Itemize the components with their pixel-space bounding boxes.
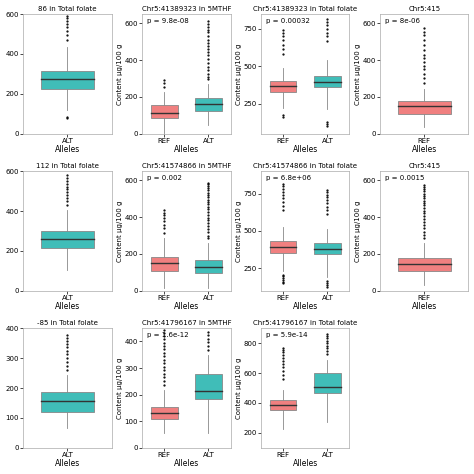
Text: p = 5.9e-14: p = 5.9e-14 xyxy=(265,332,307,338)
Bar xyxy=(270,400,296,410)
Title: Chr5:415: Chr5:415 xyxy=(408,6,440,11)
Bar xyxy=(270,241,296,253)
X-axis label: Alleles: Alleles xyxy=(55,146,80,155)
Bar xyxy=(0,275,6,280)
Y-axis label: Content µg/100 g: Content µg/100 g xyxy=(236,201,242,262)
Bar xyxy=(0,422,6,430)
Bar xyxy=(151,257,178,271)
Title: Chr5:415: Chr5:415 xyxy=(408,163,440,169)
Bar xyxy=(41,71,94,89)
Bar xyxy=(398,101,451,114)
Y-axis label: Content µg/100 g: Content µg/100 g xyxy=(355,201,361,262)
Text: p = 0.002: p = 0.002 xyxy=(146,175,182,181)
X-axis label: Alleles: Alleles xyxy=(292,459,318,468)
Title: -85 in Total folate: -85 in Total folate xyxy=(37,319,98,326)
Y-axis label: Content µg/100 g: Content µg/100 g xyxy=(117,201,123,262)
X-axis label: Alleles: Alleles xyxy=(55,459,80,468)
Title: 86 in Total folate: 86 in Total folate xyxy=(38,6,97,11)
X-axis label: Alleles: Alleles xyxy=(411,302,437,311)
Text: p = 9.8e-08: p = 9.8e-08 xyxy=(146,18,188,24)
Bar xyxy=(398,258,451,271)
Bar xyxy=(314,243,341,254)
X-axis label: Alleles: Alleles xyxy=(174,146,199,155)
Title: Chr5:41796167 in Total folate: Chr5:41796167 in Total folate xyxy=(253,319,357,326)
Text: p = 1.6e-12: p = 1.6e-12 xyxy=(146,332,188,338)
X-axis label: Alleles: Alleles xyxy=(292,146,318,155)
X-axis label: Alleles: Alleles xyxy=(174,302,199,311)
Bar xyxy=(0,118,6,123)
X-axis label: Alleles: Alleles xyxy=(292,302,318,311)
Text: p = 8e-06: p = 8e-06 xyxy=(384,18,419,24)
Y-axis label: Content µg/100 g: Content µg/100 g xyxy=(117,357,123,419)
X-axis label: Alleles: Alleles xyxy=(174,459,199,468)
Text: p = 0.0015: p = 0.0015 xyxy=(384,175,424,181)
Bar xyxy=(151,105,178,118)
Title: Chr5:41574866 in Total folate: Chr5:41574866 in Total folate xyxy=(253,163,357,169)
Bar xyxy=(314,374,341,393)
Bar xyxy=(195,260,222,273)
Bar xyxy=(195,374,222,399)
Title: 112 in Total folate: 112 in Total folate xyxy=(36,163,99,169)
Bar xyxy=(41,231,94,248)
Bar xyxy=(195,98,222,111)
X-axis label: Alleles: Alleles xyxy=(411,146,437,155)
Bar xyxy=(151,407,178,419)
X-axis label: Alleles: Alleles xyxy=(55,302,80,311)
Y-axis label: Content µg/100 g: Content µg/100 g xyxy=(355,43,361,105)
Title: Chr5:41574866 in 5MTHF: Chr5:41574866 in 5MTHF xyxy=(142,163,231,169)
Y-axis label: Content µg/100 g: Content µg/100 g xyxy=(117,43,123,105)
Bar xyxy=(314,76,341,87)
Bar xyxy=(270,81,296,92)
Title: Chr5:41389323 in Total folate: Chr5:41389323 in Total folate xyxy=(253,6,357,11)
Y-axis label: Content µg/100 g: Content µg/100 g xyxy=(236,43,242,105)
Text: p = 6.8e+06: p = 6.8e+06 xyxy=(265,175,310,181)
Bar xyxy=(41,392,94,412)
Title: Chr5:41389323 in 5MTHF: Chr5:41389323 in 5MTHF xyxy=(142,6,231,11)
Y-axis label: Content µg/100 g: Content µg/100 g xyxy=(236,357,242,419)
Title: Chr5:41796167 in 5MTHF: Chr5:41796167 in 5MTHF xyxy=(142,319,231,326)
Text: p = 0.00032: p = 0.00032 xyxy=(265,18,310,24)
